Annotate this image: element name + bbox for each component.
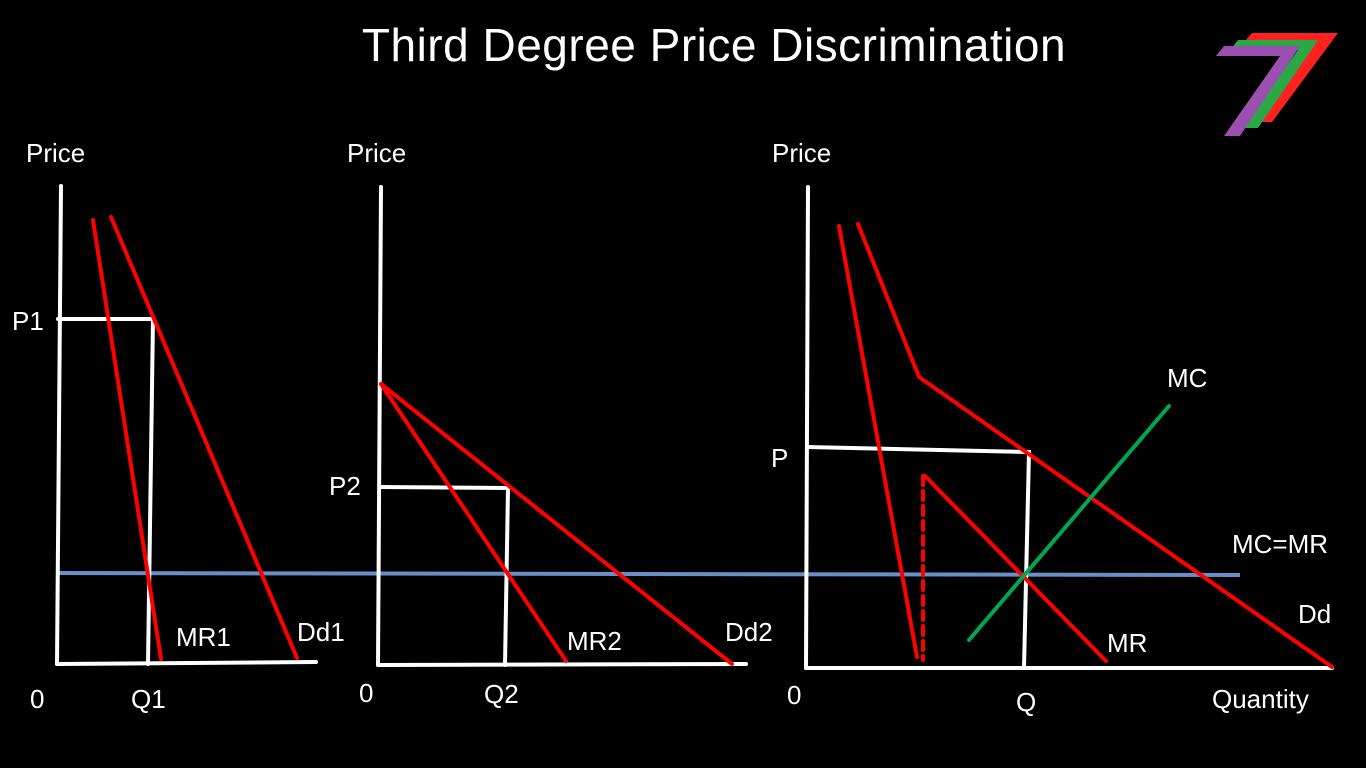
- price-label: P1: [12, 306, 44, 336]
- x-axis: [55, 660, 318, 666]
- panel-market-1: Price P1 0 Q1 MR1 Dd1: [12, 138, 345, 714]
- quantity-label: Q1: [131, 684, 166, 714]
- origin-label: 0: [30, 684, 44, 714]
- seven-logo-icon: [1216, 33, 1338, 136]
- mr2-line: [379, 382, 568, 663]
- mr-label: MR1: [176, 622, 231, 652]
- mc-mr-label: MC=MR: [1232, 529, 1328, 559]
- quantity-label: Q: [1016, 687, 1036, 717]
- dd2-line: [379, 382, 734, 666]
- dd-line: [856, 222, 1334, 669]
- mc-label: MC: [1167, 363, 1207, 393]
- combined-mr-upper-line: [837, 224, 919, 659]
- y-axis-label: Price: [26, 138, 85, 168]
- mc-line: [967, 404, 1171, 642]
- origin-label: 0: [787, 680, 801, 710]
- mr-line: [923, 474, 1108, 663]
- price-quantity-box: [56, 317, 156, 666]
- panel-combined-market: Price P 0 Q Quantity MR Dd MC: [771, 138, 1334, 717]
- price-quantity-box: [378, 485, 511, 667]
- mc-mr-line: [57, 571, 1241, 577]
- x-axis-label: Quantity: [1212, 684, 1309, 714]
- demand-label: Dd2: [725, 617, 773, 647]
- y-axis: [55, 184, 63, 666]
- y-axis-label: Price: [772, 138, 831, 168]
- y-axis: [376, 185, 383, 667]
- mr-label: MR2: [567, 626, 622, 656]
- quantity-label: Q2: [484, 679, 519, 709]
- price-quantity-box: [805, 445, 1032, 670]
- price-label: P2: [329, 471, 361, 501]
- dd1-line: [109, 215, 299, 660]
- y-axis: [804, 185, 810, 670]
- x-axis: [376, 662, 748, 667]
- price-label: P: [771, 443, 788, 473]
- mr-label: MR: [1107, 628, 1147, 658]
- diagram-title: Third Degree Price Discrimination: [361, 19, 1067, 71]
- demand-label: Dd1: [297, 617, 345, 647]
- demand-label: Dd: [1298, 599, 1331, 629]
- mr1-line: [91, 218, 163, 661]
- y-axis-label: Price: [347, 138, 406, 168]
- origin-label: 0: [359, 678, 373, 708]
- panel-market-2: Price P2 0 Q2 MR2 Dd2: [329, 138, 773, 709]
